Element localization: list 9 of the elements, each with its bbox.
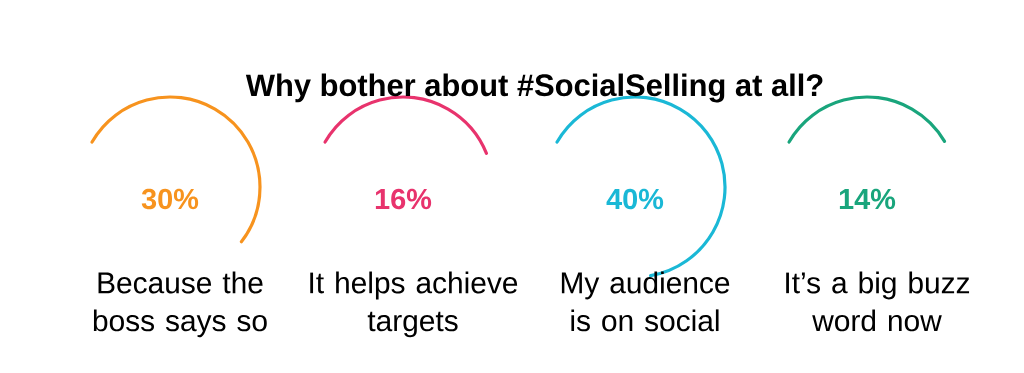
data-label: 14%	[839, 188, 896, 210]
text: Why bother about #SocialSelling at all?	[245, 73, 823, 103]
category-label: Because the boss says so	[93, 271, 267, 338]
category-label: It helps achieve targets	[310, 271, 518, 338]
data-label: 16%	[375, 188, 432, 210]
category-label: It’s a big buzz word now	[786, 271, 970, 332]
category-label: My audience is on social	[561, 271, 730, 332]
data-label: 30%	[141, 188, 199, 210]
data-label: 40%	[606, 188, 664, 210]
